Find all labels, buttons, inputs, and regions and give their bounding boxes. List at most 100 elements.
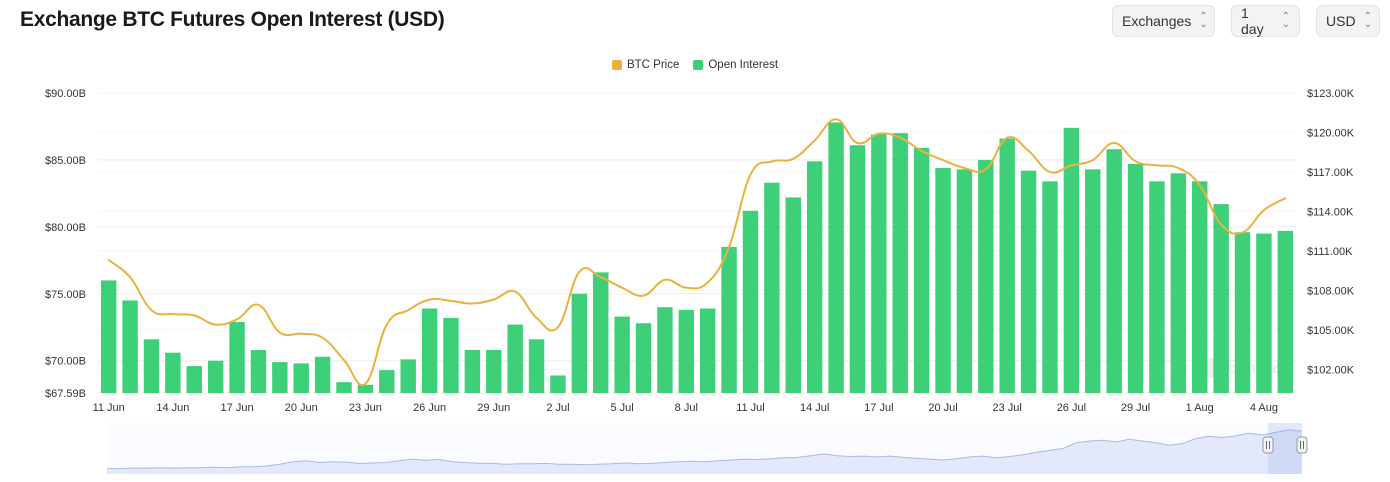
oi-bar[interactable] [935, 167, 951, 393]
navigator-selection[interactable] [1268, 423, 1302, 474]
oi-bar[interactable] [849, 145, 866, 393]
oi-bar[interactable] [100, 280, 117, 393]
exchanges-select-label: Exchanges [1122, 13, 1192, 29]
oi-bar[interactable] [764, 182, 780, 393]
oi-bar[interactable] [486, 350, 502, 393]
sort-chevron-icon: ⌃ ⌄ [1199, 11, 1208, 30]
oi-bar[interactable] [1192, 181, 1208, 393]
oi-bar[interactable] [400, 359, 416, 393]
interval-select[interactable]: 1 day ⌃ ⌄ [1231, 5, 1300, 37]
x-tick-label: 29 Jun [477, 402, 510, 414]
oi-bar[interactable] [207, 360, 224, 393]
navigator-handle[interactable] [1262, 436, 1274, 454]
oi-bar[interactable] [379, 370, 395, 393]
right-tick-label: $117.00K [1307, 167, 1354, 179]
x-tick-label: 20 Jul [928, 402, 957, 414]
x-tick-label: 20 Jun [285, 402, 318, 414]
oi-bar[interactable] [1213, 204, 1229, 393]
left-tick-label: $75.00B [45, 289, 86, 301]
oi-bar[interactable] [614, 316, 630, 393]
navigator-handle[interactable] [1296, 436, 1308, 454]
x-tick-label: 23 Jul [993, 402, 1022, 414]
navigator-area [107, 429, 1302, 474]
oi-bar[interactable] [1170, 173, 1187, 393]
oi-bar[interactable] [550, 375, 566, 393]
oi-bar[interactable] [1020, 170, 1037, 393]
interval-select-label: 1 day [1241, 5, 1264, 37]
sort-chevron-icon: ⌃ ⌄ [1363, 11, 1372, 30]
oi-bar[interactable] [1042, 181, 1058, 393]
oi-bar[interactable] [143, 339, 160, 393]
currency-select-label: USD [1326, 13, 1356, 29]
btc-price-swatch [611, 60, 622, 70]
oi-bar[interactable] [721, 246, 737, 393]
right-tick-label: $108.00K [1307, 285, 1355, 297]
oi-bar[interactable] [978, 159, 994, 393]
oi-bar[interactable] [336, 382, 352, 393]
range-navigator [107, 423, 1308, 474]
x-axis-ticks: 11 Jun 14 Jun 17 Jun 20 Jun 23 Jun 26 Jun 29 J… [93, 402, 1278, 414]
oi-bar[interactable] [357, 384, 374, 393]
oi-bar[interactable] [165, 352, 181, 393]
oi-bar[interactable] [122, 300, 138, 393]
chart-legend: BTC Price Open Interest [0, 59, 1390, 71]
oi-bar[interactable] [956, 169, 973, 393]
left-tick-label: $90.00B [45, 88, 86, 100]
oi-bar[interactable] [657, 307, 673, 393]
oi-bar[interactable] [229, 321, 245, 393]
oi-bar[interactable] [678, 309, 695, 393]
oi-bar[interactable] [785, 197, 801, 393]
left-tick-label: $85.00B [45, 155, 86, 167]
x-tick-label: 4 Aug [1250, 402, 1278, 414]
right-tick-label: $120.00K [1307, 127, 1355, 139]
oi-bar[interactable] [593, 272, 609, 393]
oi-bar[interactable] [999, 138, 1015, 393]
oi-bar[interactable] [699, 308, 716, 393]
oi-bar[interactable] [1256, 233, 1272, 393]
open-interest-swatch [693, 60, 704, 70]
oi-bar[interactable] [421, 308, 438, 393]
oi-bar[interactable] [314, 356, 331, 393]
oi-bar[interactable] [293, 363, 309, 393]
exchanges-select[interactable]: Exchanges ⌃ ⌄ [1112, 5, 1215, 37]
x-tick-label: 2 Jul [546, 402, 569, 414]
oi-bar[interactable] [528, 339, 545, 393]
oi-bar[interactable] [635, 323, 652, 393]
oi-bar[interactable] [1149, 181, 1165, 393]
right-tick-label: $102.00K [1307, 364, 1355, 376]
oi-bar[interactable] [1127, 163, 1144, 393]
oi-bar[interactable] [1063, 127, 1080, 393]
x-tick-label: 14 Jun [156, 402, 189, 414]
oi-bar[interactable] [250, 350, 267, 393]
oi-bar[interactable] [1277, 230, 1294, 393]
oi-bar[interactable] [1106, 149, 1122, 393]
oi-bar[interactable] [742, 210, 759, 393]
oi-bar[interactable] [272, 362, 288, 393]
sort-chevron-icon: ⌃ ⌄ [1281, 11, 1290, 30]
oi-bar[interactable] [892, 133, 908, 393]
legend-item-btc-price[interactable]: BTC Price [611, 59, 680, 71]
legend-item-open-interest[interactable]: Open Interest [693, 59, 778, 71]
x-tick-label: 5 Jul [611, 402, 634, 414]
x-tick-label: 11 Jun [93, 402, 125, 414]
oi-bar[interactable] [571, 293, 588, 393]
left-axis-ticks: $90.00B $85.00B $80.00B $75.00B $70.00B $67.5… [45, 88, 86, 400]
x-tick-label: 1 Aug [1186, 402, 1214, 414]
oi-bar[interactable] [828, 122, 844, 393]
x-tick-label: 17 Jul [864, 402, 893, 414]
legend-label-btc-price: BTC Price [626, 59, 680, 71]
oi-bar[interactable] [443, 317, 459, 393]
left-tick-label: $67.59B [45, 388, 86, 400]
oi-bar[interactable] [507, 324, 523, 393]
oi-bar[interactable] [913, 147, 930, 393]
oi-bar[interactable] [186, 366, 202, 393]
oi-bar[interactable] [1085, 169, 1101, 393]
oi-bar[interactable] [806, 161, 823, 393]
oi-bar[interactable] [871, 134, 887, 393]
right-tick-label: $105.00K [1307, 325, 1355, 337]
oi-bar[interactable] [1234, 232, 1251, 393]
currency-select[interactable]: USD ⌃ ⌄ [1316, 5, 1380, 37]
oi-bar[interactable] [464, 350, 481, 393]
right-tick-label: $123.00K [1307, 88, 1355, 100]
